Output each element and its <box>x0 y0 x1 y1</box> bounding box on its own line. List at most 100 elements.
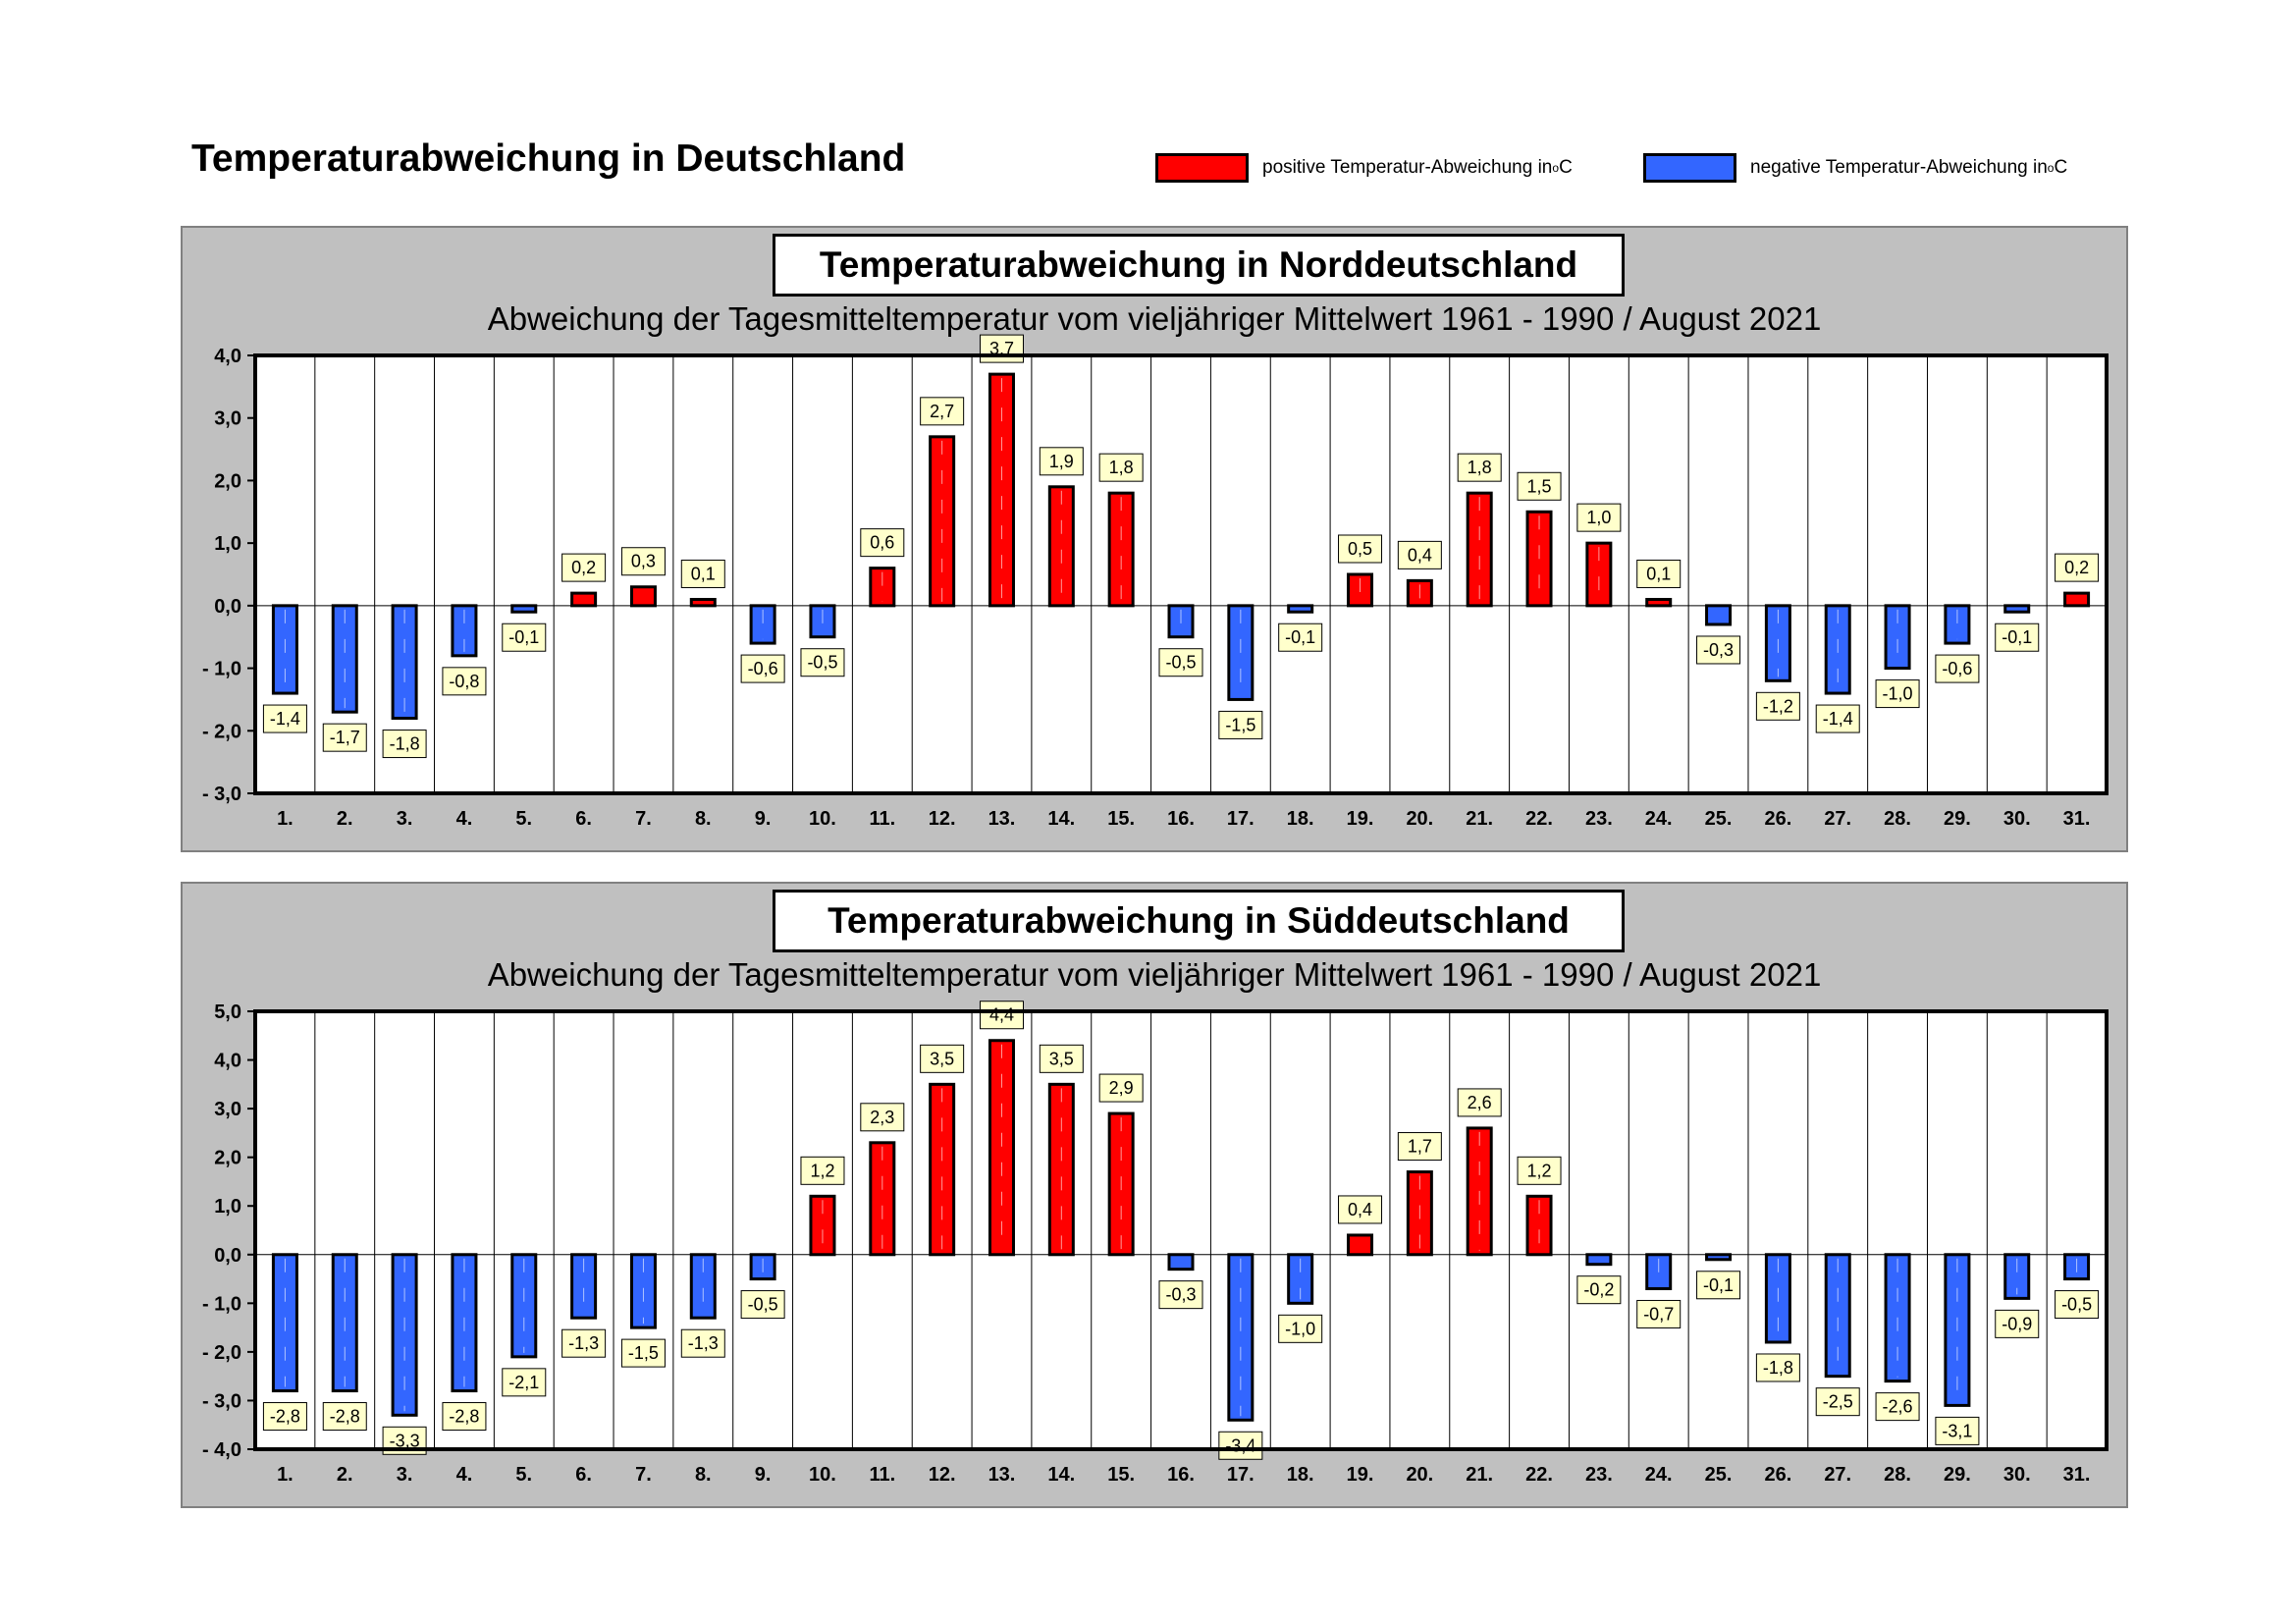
chart-title-sued: Temperaturabweichung in Süddeutschland <box>773 890 1625 952</box>
bar-day-12 <box>929 435 956 608</box>
bar-day-22 <box>1525 1194 1553 1257</box>
data-label-box <box>1158 1280 1203 1310</box>
x-tick-label: 11. <box>869 808 895 830</box>
legend-negative-swatch <box>1643 153 1736 183</box>
bar-day-30 <box>2003 604 2031 614</box>
x-tick-label: 13. <box>988 1464 1016 1486</box>
y-tick-label: 1,0 <box>214 533 241 555</box>
data-label-day-26: -1,8 <box>1763 1358 1793 1378</box>
legend-positive-swatch <box>1155 153 1249 183</box>
x-tick-label: 25. <box>1705 1464 1733 1486</box>
data-label-day-14: 3,5 <box>1049 1049 1074 1068</box>
data-label-day-18: -1,0 <box>1285 1319 1315 1338</box>
data-label-box <box>1517 1156 1562 1185</box>
x-tick-label: 30. <box>2003 1464 2031 1486</box>
data-label-day-25: -0,3 <box>1703 640 1734 660</box>
bar-day-17 <box>1227 1253 1255 1422</box>
bar-day-2 <box>331 604 358 714</box>
data-label-box <box>860 528 905 558</box>
data-label-box <box>680 559 725 588</box>
data-label-box <box>1815 704 1860 733</box>
plot-frame <box>253 1009 2109 1451</box>
data-label-box <box>740 654 785 683</box>
data-label-box <box>620 547 666 576</box>
data-label-box <box>979 1001 1024 1030</box>
data-label-box <box>1636 559 1682 588</box>
data-label-box <box>1696 635 1741 665</box>
degree-symbol: o <box>1552 161 1560 175</box>
data-label-day-22: 1,2 <box>1527 1161 1552 1180</box>
data-label-day-31: 0,2 <box>2064 558 2089 577</box>
data-label-day-9: -0,6 <box>748 659 778 678</box>
data-label-day-13: 4,4 <box>989 1005 1014 1025</box>
data-label-box <box>1995 1309 2040 1338</box>
x-tick-label: 25. <box>1705 808 1733 830</box>
data-label-day-20: 0,4 <box>1408 545 1432 565</box>
chart-nord: 4,0 3,0 2,0 1,0 0,0 - 1,0 - 2,0 - 3,0 -1,4 -1,7 -1… <box>202 334 2109 830</box>
x-tick-label: 15. <box>1107 808 1135 830</box>
data-label-day-19: 0,5 <box>1348 539 1372 559</box>
x-tick-label: 28. <box>1884 1464 1911 1486</box>
data-label-day-31: -0,5 <box>2061 1295 2092 1315</box>
data-label-day-9: -0,5 <box>748 1295 778 1315</box>
bar-day-14 <box>1047 1082 1075 1257</box>
x-tick-label: 5. <box>515 808 532 830</box>
data-label-box <box>1098 453 1144 482</box>
y-tick-label: 2,0 <box>214 1148 241 1169</box>
data-label-box <box>2055 1290 2100 1320</box>
data-label-day-7: 0,3 <box>631 552 656 571</box>
x-tick-label: 1. <box>277 1464 294 1486</box>
y-tick-label: 3,0 <box>214 1099 241 1120</box>
chart-sued: 5,0 4,0 3,0 2,0 1,0 0,0 - 1,0 - 2,0 - 3,0 - 4,0 -2… <box>202 1001 2109 1486</box>
x-tick-label: 26. <box>1764 1464 1791 1486</box>
x-tick-label: 11. <box>869 1464 895 1486</box>
data-label-day-15: 1,8 <box>1109 458 1134 477</box>
data-label-day-17: -1,5 <box>1225 715 1255 734</box>
data-label-box <box>920 397 965 426</box>
data-label-box <box>620 1338 666 1368</box>
data-label-box <box>1875 679 1920 709</box>
x-tick-label: 16. <box>1167 808 1195 830</box>
unit-label: C <box>2054 157 2068 178</box>
y-tick-label: - 1,0 <box>202 1293 241 1315</box>
x-tick-label: 2. <box>337 808 353 830</box>
x-tick-label: 20. <box>1406 808 1433 830</box>
data-label-day-30: -0,9 <box>2002 1314 2032 1333</box>
data-label-box <box>1935 1416 1980 1445</box>
data-label-day-1: -2,8 <box>270 1407 300 1427</box>
chart-subtitle-sued: Abweichung der Tagesmitteltemperatur vom… <box>487 956 1822 993</box>
bar-day-18 <box>1287 604 1314 614</box>
x-tick-label: 15. <box>1107 1464 1135 1486</box>
y-tick-label: - 2,0 <box>202 1342 241 1364</box>
data-label-box <box>1039 447 1084 476</box>
data-label-box <box>860 1103 905 1132</box>
data-label-box <box>1457 1088 1502 1117</box>
x-tick-label: 23. <box>1585 1464 1613 1486</box>
data-label-day-27: -2,5 <box>1823 1392 1853 1412</box>
legend-positive-label: positive Temperatur-Abweichung in <box>1262 157 1553 178</box>
x-tick-label: 31. <box>2063 808 2091 830</box>
x-tick-label: 6. <box>575 1464 592 1486</box>
data-label-box <box>1696 1271 1741 1300</box>
x-tick-label: 16. <box>1167 1464 1195 1486</box>
x-tick-label: 18. <box>1287 1464 1314 1486</box>
x-tick-label: 27. <box>1824 808 1851 830</box>
legend-negative-label: negative Temperatur-Abweichung in <box>1750 157 2048 178</box>
bar-day-6 <box>570 591 598 608</box>
y-tick-label: 2,0 <box>214 470 241 492</box>
data-label-box <box>1875 1392 1920 1422</box>
degree-symbol: o <box>2047 161 2055 175</box>
x-tick-label: 21. <box>1466 808 1493 830</box>
data-label-box <box>1218 710 1263 739</box>
x-tick-label: 9. <box>755 808 772 830</box>
chart-title-nord: Temperaturabweichung in Norddeutschland <box>773 234 1625 297</box>
x-tick-label: 2. <box>337 1464 353 1486</box>
data-label-day-23: -0,2 <box>1583 1280 1614 1300</box>
x-tick-label: 17. <box>1227 1464 1255 1486</box>
data-label-day-2: -2,8 <box>330 1407 360 1427</box>
data-label-day-1: -1,4 <box>270 709 300 729</box>
data-label-day-6: 0,2 <box>571 558 596 577</box>
x-tick-label: 26. <box>1764 808 1791 830</box>
y-tick-label: 0,0 <box>214 1245 241 1267</box>
